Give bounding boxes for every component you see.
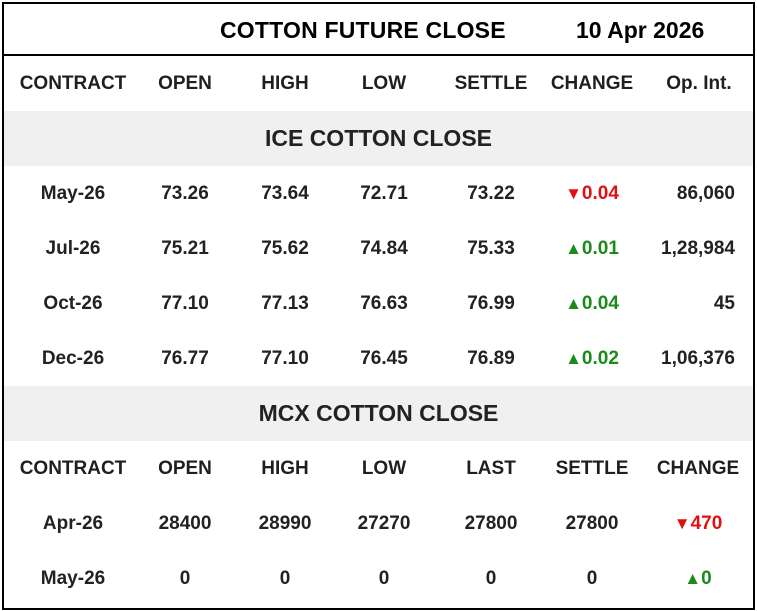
change-cell: ▲0 [648,551,748,606]
triangle-up-icon: ▲ [684,569,702,588]
change-cell: ▲0.04 [542,276,642,331]
col-header-change: CHANGE [656,458,740,479]
mcx-section-title: MCX COTTON CLOSE [4,386,753,441]
last-cell: 27800 [464,513,518,534]
report-date: 10 Apr 2026 [576,17,705,43]
low-cell: 0 [378,568,390,589]
table-row: May-26 0 0 0 0 0 ▲0 [4,551,753,606]
col-header-last: LAST [466,458,516,479]
low-cell: 76.63 [360,293,408,314]
change-value: 0.01 [581,238,619,259]
change-cell: ▲0.01 [542,221,642,276]
col-header-change: CHANGE [550,73,634,94]
change-cell: ▲0.02 [542,331,642,386]
settle-cell: 73.22 [467,183,515,204]
open-interest-cell: 1,06,376 [661,348,735,369]
triangle-down-icon: ▼ [673,514,691,533]
table-row: Apr-26 28400 28990 27270 27800 27800 ▼47… [4,496,753,551]
last-cell: 0 [485,568,497,589]
col-header-open: OPEN [158,73,212,94]
table-row: May-26 73.26 73.64 72.71 73.22 ▼0.04 86,… [4,166,753,221]
col-header-settle: SETTLE [555,458,629,479]
ice-header-row: CONTRACT OPEN HIGH LOW SETTLE CHANGE Op.… [4,56,753,111]
open-interest-cell: 1,28,984 [661,238,735,259]
contract-cell: Jul-26 [45,238,101,259]
contract-cell: Oct-26 [43,293,103,314]
mcx-header-row: CONTRACT OPEN HIGH LOW LAST SETTLE CHANG… [4,441,753,496]
change-value: 0.04 [581,183,619,204]
contract-cell: May-26 [40,568,106,589]
low-cell: 74.84 [360,238,408,259]
col-header-high: HIGH [261,458,309,479]
contract-cell: Apr-26 [42,513,104,534]
change-cell: ▼470 [648,496,748,551]
col-header-contract: CONTRACT [19,73,127,94]
page-title: COTTON FUTURE CLOSE [220,17,506,43]
triangle-up-icon: ▲ [565,349,582,368]
triangle-up-icon: ▲ [565,239,582,258]
high-cell: 28990 [258,513,312,534]
open-cell: 76.77 [161,348,209,369]
change-cell: ▼0.04 [542,166,642,221]
change-value: 0.02 [581,348,619,369]
ice-section-title: ICE COTTON CLOSE [4,111,753,166]
col-header-open: OPEN [158,458,212,479]
table-row: Oct-26 77.10 77.13 76.63 76.99 ▲0.04 45 [4,276,753,331]
high-cell: 77.13 [261,293,309,314]
low-cell: 72.71 [360,183,408,204]
settle-cell: 0 [586,568,598,589]
settle-cell: 27800 [565,513,619,534]
open-interest-cell: 86,060 [676,183,735,204]
high-cell: 75.62 [261,238,309,259]
open-interest-cell: 45 [713,293,735,314]
table-row: Jul-26 75.21 75.62 74.84 75.33 ▲0.01 1,2… [4,221,753,276]
col-header-high: HIGH [261,73,309,94]
low-cell: 27270 [357,513,411,534]
triangle-up-icon: ▲ [565,294,582,313]
settle-cell: 76.99 [467,293,515,314]
open-cell: 0 [179,568,191,589]
contract-cell: Dec-26 [41,348,105,369]
change-value: 0.04 [581,293,619,314]
col-header-low: LOW [361,73,407,94]
col-header-open-interest: Op. Int. [666,73,732,94]
settle-cell: 75.33 [467,238,515,259]
open-cell: 77.10 [161,293,209,314]
col-header-low: LOW [361,458,407,479]
table-row: Dec-26 76.77 77.10 76.45 76.89 ▲0.02 1,0… [4,331,753,386]
change-value: 0 [701,568,712,589]
open-cell: 28400 [158,513,212,534]
low-cell: 76.45 [360,348,408,369]
high-cell: 77.10 [261,348,309,369]
col-header-settle: SETTLE [454,73,528,94]
triangle-down-icon: ▼ [565,184,582,203]
contract-cell: May-26 [40,183,106,204]
col-header-contract: CONTRACT [19,458,127,479]
change-value: 470 [690,513,723,534]
open-cell: 73.26 [161,183,209,204]
title-row: COTTON FUTURE CLOSE 10 Apr 2026 [4,4,753,56]
settle-cell: 76.89 [467,348,515,369]
high-cell: 73.64 [261,183,309,204]
open-cell: 75.21 [161,238,209,259]
high-cell: 0 [279,568,291,589]
